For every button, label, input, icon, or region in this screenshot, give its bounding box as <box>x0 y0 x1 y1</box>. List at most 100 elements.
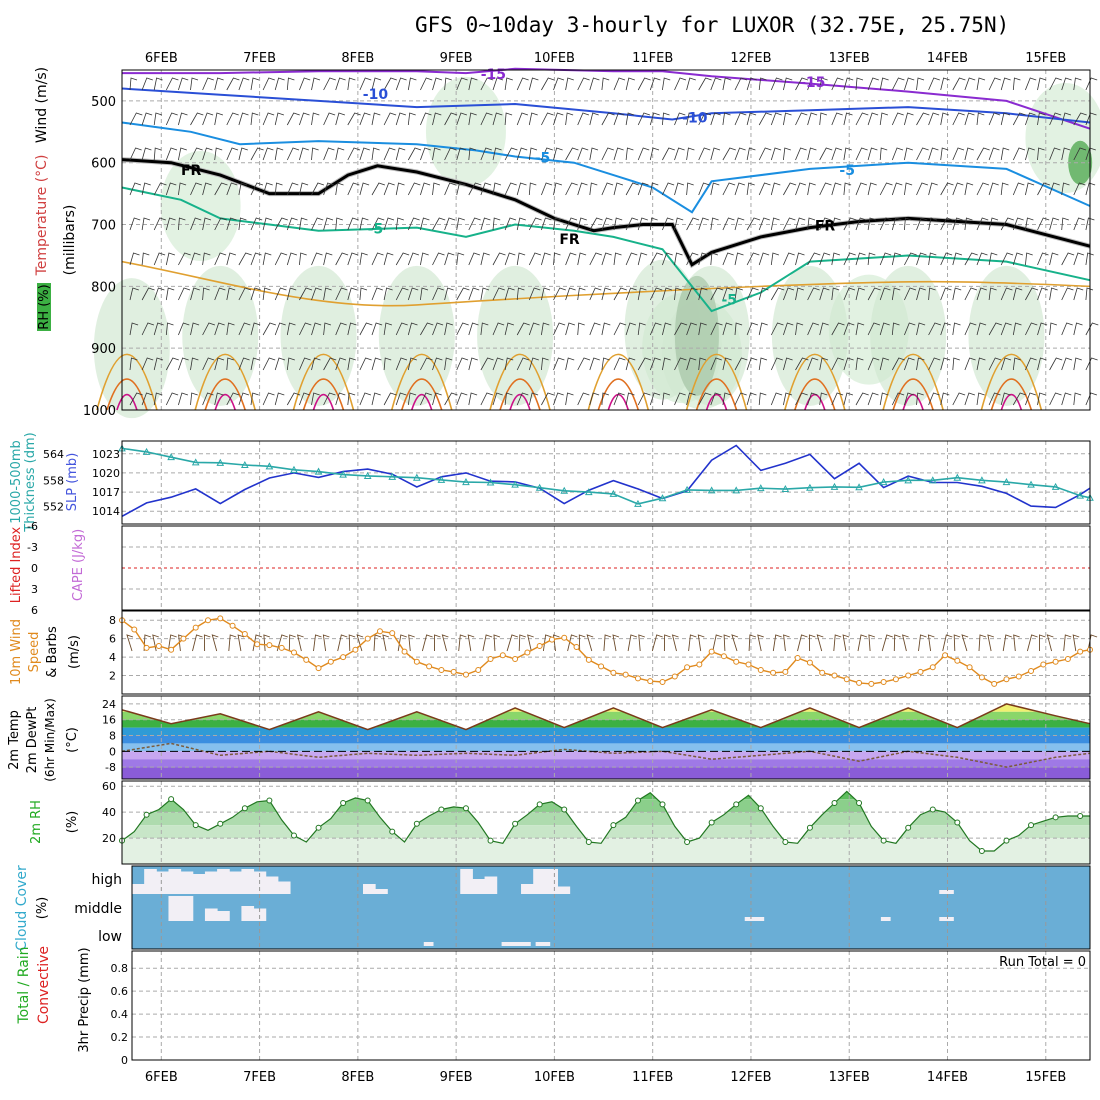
wind-barb <box>214 112 224 126</box>
wind-barb <box>746 392 757 406</box>
wind-barb <box>674 77 687 91</box>
wind-speed-point <box>229 622 236 629</box>
wind-barb <box>492 392 503 406</box>
wind-barb <box>1025 217 1034 231</box>
wind-speed-point <box>524 649 531 656</box>
wind-barb <box>904 322 916 336</box>
wind-barb <box>383 252 394 266</box>
isotherm-orange <box>980 353 1043 411</box>
wind-barb <box>816 634 824 652</box>
rh-shade-blob <box>771 265 848 406</box>
wind-barb <box>311 182 325 196</box>
wind-barb <box>843 182 852 196</box>
wind-speed-point <box>831 672 838 679</box>
thickness-point <box>1027 480 1035 488</box>
cloud-cell <box>192 874 206 894</box>
wind-barb <box>408 634 415 652</box>
wind-barb <box>383 182 395 196</box>
isotherm-orange <box>587 353 650 411</box>
rh-point <box>266 797 273 804</box>
wind-barb <box>879 112 889 126</box>
wind-tick-label: 8 <box>109 614 116 627</box>
thickness-point <box>855 483 863 491</box>
wind-barb <box>819 252 831 266</box>
wind-barb <box>746 322 759 336</box>
wind-barb <box>420 357 433 371</box>
wind-barb <box>214 357 225 371</box>
wind-barb <box>662 77 671 91</box>
wind-barb <box>238 182 248 196</box>
wind-barb <box>964 392 976 406</box>
wind-barb <box>165 77 179 91</box>
thickness-point <box>486 478 495 486</box>
wind-barb <box>190 147 203 161</box>
wind-speed-point <box>512 655 519 662</box>
wind-barb <box>988 392 1001 406</box>
wind-barb <box>516 147 528 161</box>
wind-barb <box>918 634 927 652</box>
wind-barb <box>492 77 504 91</box>
wind-barb <box>1025 322 1038 336</box>
wind-barb <box>153 112 163 126</box>
isotherm-orange <box>121 260 1091 307</box>
rh-shade-blob <box>378 265 455 406</box>
wind-speed-point <box>1077 648 1084 655</box>
wind-barb <box>1061 147 1071 161</box>
x-tick-label-top: 9FEB <box>440 51 473 66</box>
wind-barb <box>359 392 372 406</box>
wind-barb <box>904 182 913 196</box>
wind-barb <box>468 77 478 91</box>
wind-barb <box>421 634 433 652</box>
wind-speed-point <box>942 652 949 659</box>
wind-barb <box>952 147 965 161</box>
wind-barb <box>698 217 709 231</box>
wind-barb <box>202 392 214 406</box>
wind-barb <box>129 147 142 161</box>
wind-barb <box>444 147 457 161</box>
rh-point <box>929 806 936 813</box>
wind-barb <box>165 217 176 231</box>
wind-barb <box>1049 77 1062 91</box>
wind-barb <box>867 287 881 301</box>
wind-barb <box>1013 634 1020 652</box>
wind-barb <box>868 634 876 652</box>
wind-barb <box>807 392 818 406</box>
wind-barb <box>407 322 418 336</box>
wind-barb <box>819 287 830 301</box>
wind-barb <box>153 252 166 266</box>
wind-barb <box>686 77 696 91</box>
wind-barb <box>178 147 187 161</box>
wind-barb <box>855 217 867 231</box>
wind-barb <box>263 634 271 652</box>
cloud-cell <box>217 911 230 921</box>
isotherm-orange <box>695 378 738 411</box>
wind-barb <box>420 252 429 266</box>
wind-barb <box>553 217 562 231</box>
wind-speed-point <box>143 644 150 651</box>
wind-barb <box>262 217 273 231</box>
cloud-cell-minor <box>939 917 954 921</box>
wind-barb <box>299 252 307 266</box>
wind-speed-point <box>475 667 482 674</box>
wind-barb <box>407 217 420 231</box>
wind-barb <box>274 392 285 406</box>
thickness-point <box>732 486 741 494</box>
x-tick-label-top: 12FEB <box>730 51 771 66</box>
wind-barb <box>129 287 139 301</box>
wind-barb <box>226 287 236 301</box>
wind-barb <box>371 287 383 301</box>
wind-barb <box>238 217 247 231</box>
cloud-cell <box>557 886 571 894</box>
wind-barb <box>299 112 310 126</box>
wind-barb <box>1049 252 1059 266</box>
isotherm-line <box>122 67 1091 130</box>
wind-speed-point <box>401 648 408 655</box>
wind-barb <box>589 182 598 196</box>
wind-barb <box>444 392 458 406</box>
y-tick-label: 800 <box>91 280 116 295</box>
wind-barb <box>153 77 163 91</box>
wind-barb <box>722 77 732 91</box>
wind-barb <box>662 287 673 301</box>
wind-barb <box>625 357 636 371</box>
wind-barb <box>141 77 153 91</box>
